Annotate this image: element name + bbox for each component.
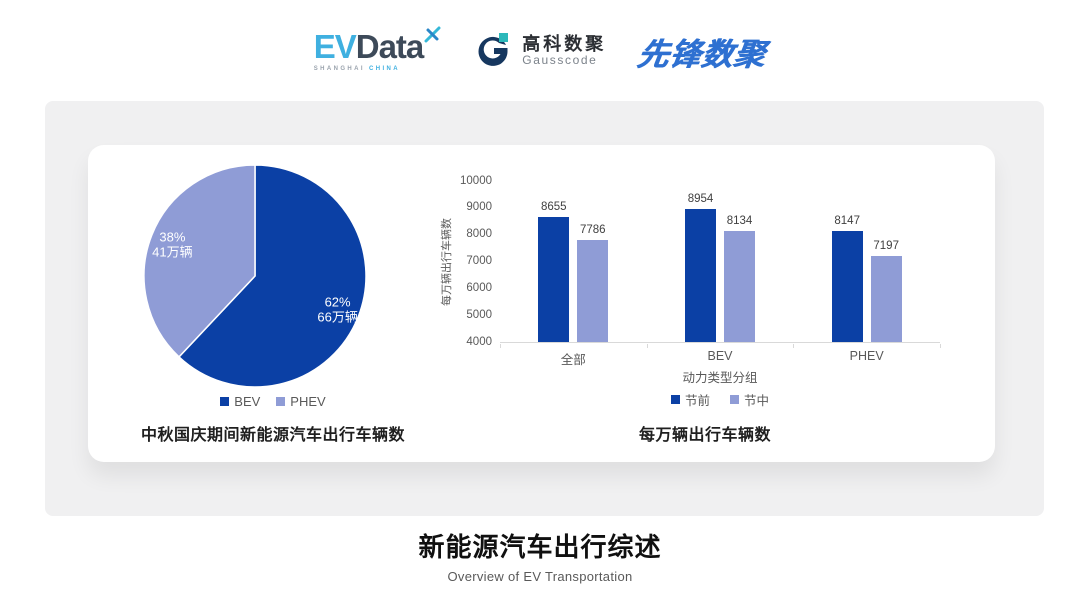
pie-label-phev: 38% 41万辆 [152,229,192,259]
x-axis-tick [646,344,648,348]
footer-subtitle: Overview of EV Transportation [447,569,633,584]
bar-节中-全部 [577,240,609,342]
y-tick-label: 8000 [466,228,492,241]
logo-header: EV Data SHANGHAI CHINA 高科数聚 Gausscode [0,20,1080,82]
y-tick-label: 4000 [466,335,492,348]
legend-label-phev: PHEV [290,394,326,409]
category-label: PHEV [849,349,884,363]
x-axis-tick [793,344,795,348]
legend-item-phev: PHEV [276,394,326,409]
gausscode-wordmark: 高科数聚 Gausscode [522,34,606,68]
x-axis-tick [940,344,941,348]
bar-chart-plot: 10000 9000 8000 7000 6000 5000 4000 8655 7786 全部 8… [460,175,941,367]
legend-swatch-pre-holiday [670,395,680,404]
pie-chart: 62% 66万辆 38% 41万辆 [143,164,367,388]
evdata-subtext: SHANGHAI CHINA [314,66,442,72]
y-tick-label: 10000 [460,174,492,187]
evdata-shanghai: SHANGHAI [313,66,365,72]
y-tick-label: 7000 [466,255,492,267]
bar-节前-PHEV [831,230,863,342]
legend-item-mid-holiday: 节中 [730,390,769,409]
legend-item-bev: BEV [220,394,260,409]
bar-value-label: 8954 [687,193,714,206]
legend-label-mid-holiday: 节中 [744,394,770,408]
chart-card: 62% 66万辆 38% 41万辆 BEV PHEV 中秋国庆期间新能源汽车出行车辆数… [88,145,995,462]
pie-chart-title: 中秋国庆期间新能源汽车出行车辆数 [140,427,405,444]
legend-label-bev: BEV [234,394,261,409]
legend-swatch-bev [220,397,230,406]
evdata-logo: EV Data SHANGHAI CHINA [313,26,442,72]
category-label: BEV [707,349,733,363]
gausscode-en-text: Gausscode [522,53,598,68]
y-tick-label: 6000 [466,281,492,294]
gausscode-logo: 高科数聚 Gausscode [473,31,606,71]
bar-legend: 节前 节中 [500,390,940,409]
bar-节前-BEV [685,209,716,342]
legend-swatch-mid-holiday [730,395,739,404]
xianfeng-logo: 先锋数聚 [635,36,769,72]
legend-swatch-phev [276,397,286,406]
bar-x-axis-title: 动力类型分组 [682,371,758,385]
evdata-china: CHINA [369,66,400,72]
y-tick-label: 9000 [466,201,492,214]
pie-label-bev: 62% 66万辆 [317,295,357,325]
evdata-wordmark: EV Data [313,26,442,65]
y-tick-label: 5000 [466,308,492,321]
legend-label-pre-holiday: 节前 [684,394,710,408]
footer: 新能源汽车出行综述 Overview of EV Transportation [0,527,1080,584]
sparkle-icon [424,26,441,43]
bar-value-label: 8655 [541,201,567,214]
legend-item-pre-holiday: 节前 [670,390,710,409]
bar-节中-BEV [724,231,755,342]
bar-节中-PHEV [870,256,902,342]
gausscode-g-icon [478,33,509,66]
x-axis-tick [500,344,501,348]
evdata-ev-text: EV [313,28,357,65]
bar-value-label: 7786 [580,224,606,237]
pie-slice-bev [177,164,367,388]
bar-y-axis-title: 每万辆出行车辆数 [441,218,453,306]
evdata-data-text: Data [355,28,425,65]
category-label: 全部 [560,353,586,367]
pie-slice-phev [143,164,256,358]
bar-节前-全部 [538,217,570,342]
footer-title: 新能源汽车出行综述 [418,532,662,562]
bar-chart-title: 每万辆出行车辆数 [638,427,771,444]
pie-legend: BEV PHEV [88,394,458,409]
gausscode-cn-text: 高科数聚 [522,33,607,54]
bar-value-label: 8147 [834,214,860,227]
bar-value-label: 8134 [726,215,753,228]
bar-value-label: 7197 [873,240,899,253]
